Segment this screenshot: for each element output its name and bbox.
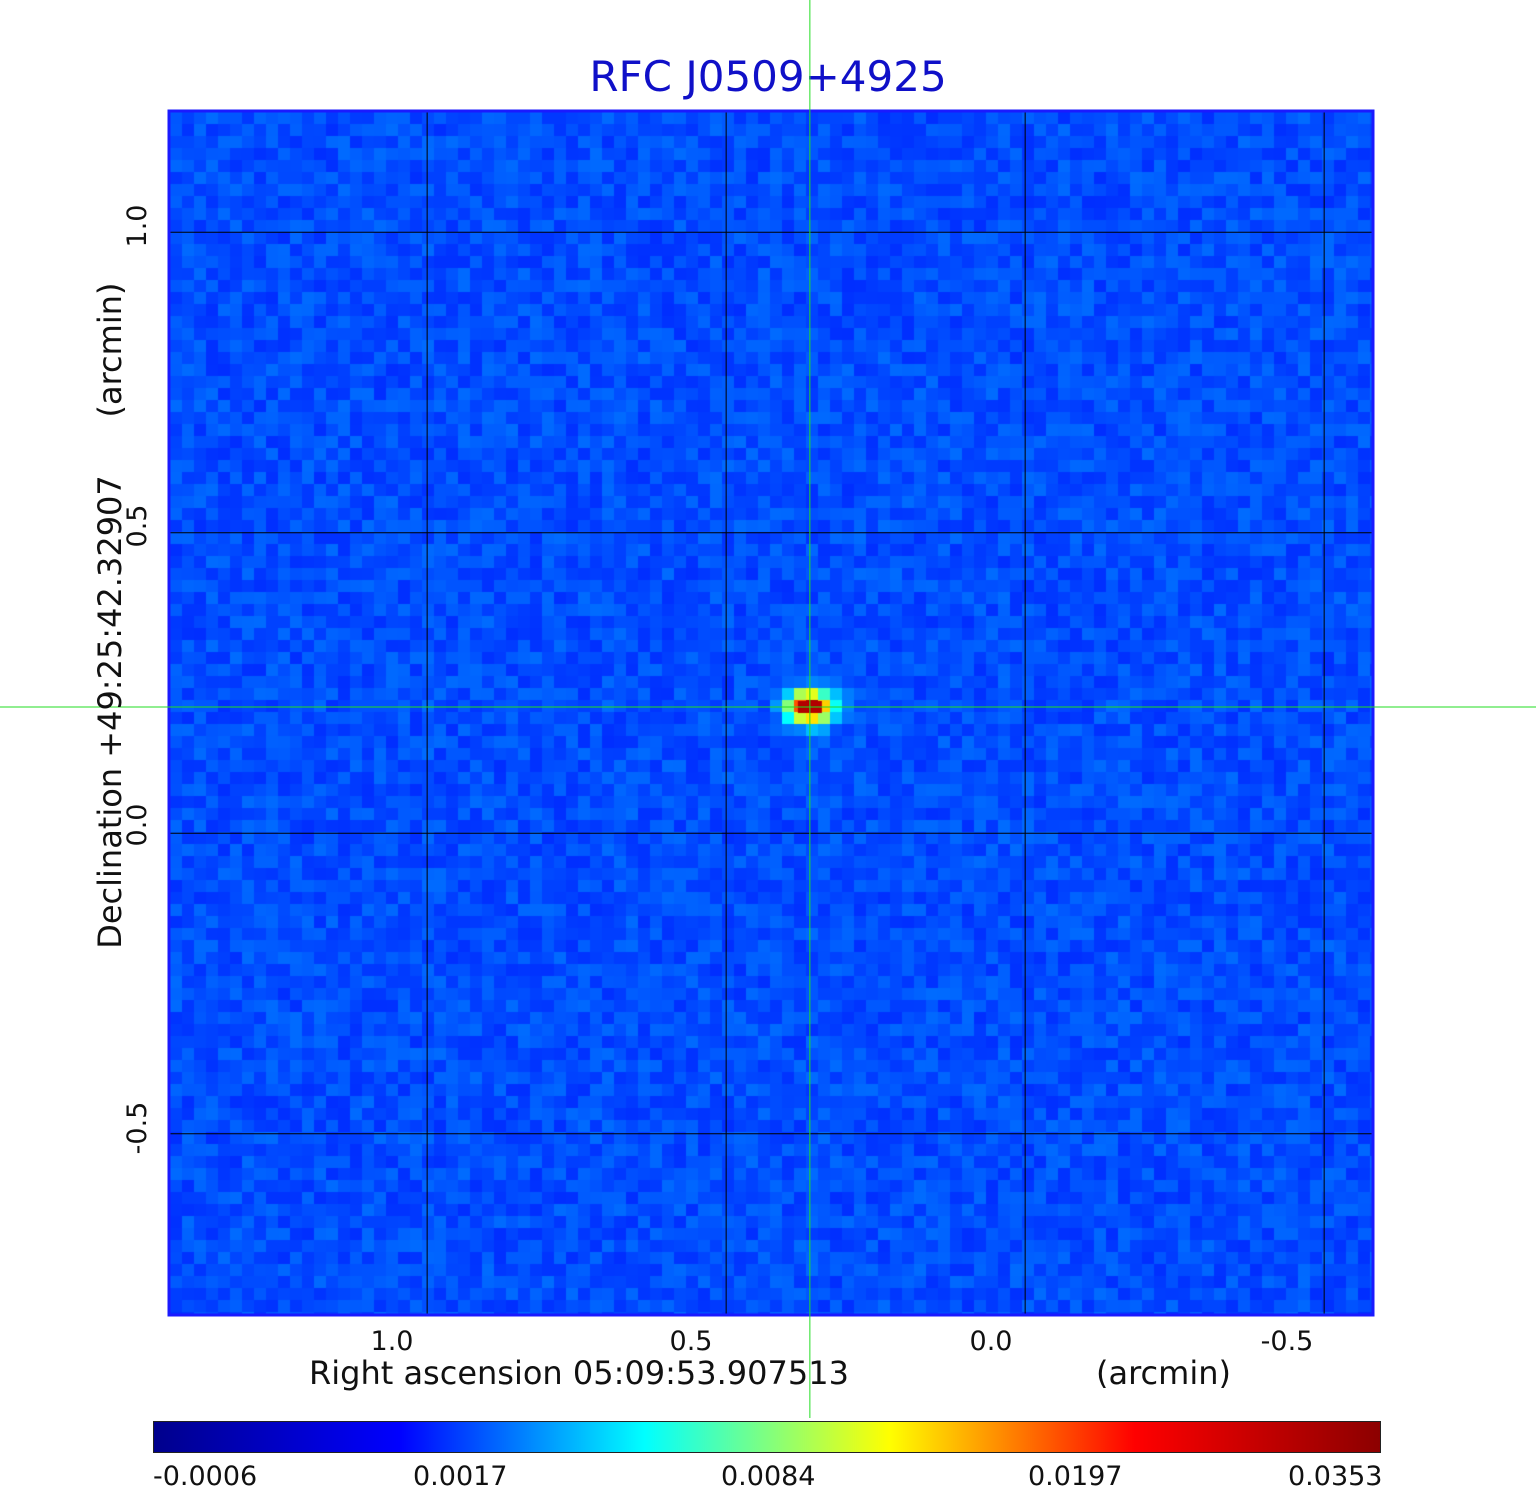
- x-axis-unit: (arcmin): [1096, 1354, 1231, 1392]
- x-tick-label: 0.0: [969, 1326, 1013, 1357]
- colorbar-tick-label: 0.0084: [721, 1461, 816, 1492]
- y-axis-label: Declination +49:25:42.32907: [91, 475, 129, 949]
- y-axis-unit: (arcmin): [91, 282, 129, 418]
- x-tick-label: 1.0: [370, 1326, 414, 1357]
- colorbar-tick-label: 0.0197: [1028, 1461, 1123, 1492]
- y-tick-label: 1.0: [122, 204, 153, 248]
- x-axis-label: Right ascension 05:09:53.907513: [309, 1354, 849, 1392]
- colorbar-tick-label: 0.0017: [413, 1461, 508, 1492]
- colorbar: [153, 1421, 1381, 1453]
- intensity-map: [170, 112, 1372, 1314]
- plot-frame: [167, 109, 1375, 1317]
- y-tick-label: -0.5: [122, 1101, 153, 1155]
- colorbar-tick-label: -0.0006: [153, 1461, 258, 1492]
- chart-title: RFC J0509+4925: [589, 52, 947, 101]
- x-tick-label: 0.5: [669, 1326, 713, 1357]
- colorbar-tick-label: 0.0353: [1288, 1461, 1383, 1492]
- x-tick-label: -0.5: [1260, 1326, 1314, 1357]
